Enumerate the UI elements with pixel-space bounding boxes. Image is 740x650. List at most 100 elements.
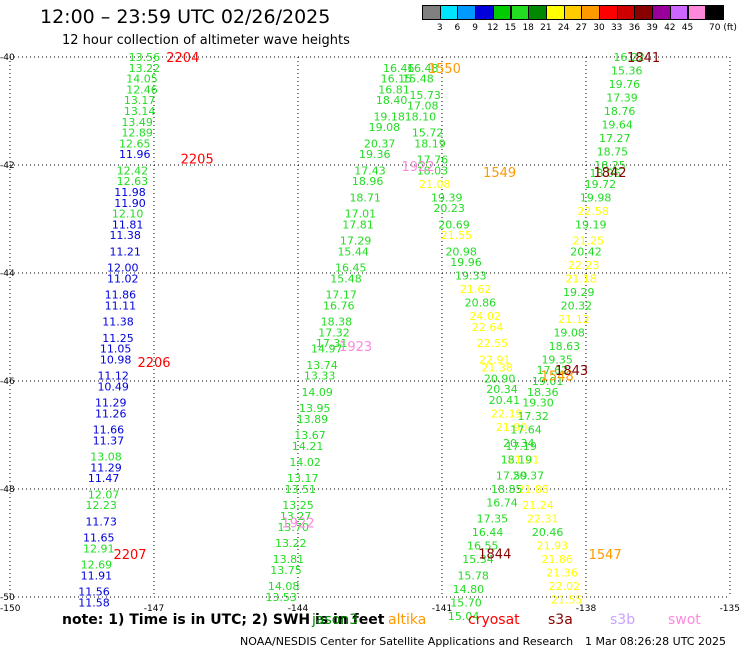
x-tick-label: -138 (576, 604, 597, 614)
wave-height-label: 13.51 (285, 483, 317, 496)
wave-height-label: 11.98 (114, 186, 146, 199)
wave-height-label: 20.37 (513, 470, 545, 483)
wave-height-label: 11.56 (78, 586, 110, 599)
wave-height-label: 11.26 (95, 407, 127, 420)
page-subtitle: 12 hour collection of altimeter wave hei… (62, 33, 350, 48)
wave-height-label: 11.90 (114, 197, 146, 210)
wave-height-label: 20.90 (484, 372, 516, 385)
legend-item-cryosat: cryosat (468, 612, 520, 628)
wave-height-label: 16.55 (467, 540, 499, 553)
time-label: 1843 (555, 364, 588, 379)
wave-height-label: 18.85 (491, 483, 523, 496)
wave-height-label: 12.91 (83, 542, 115, 555)
y-tick-label: -42 (0, 161, 15, 171)
page-title: 12:00 – 23:59 UTC 02/26/2025 (40, 6, 331, 28)
wave-height-label: 21.93 (537, 540, 569, 553)
wave-height-label: 17.32 (517, 410, 549, 423)
wave-height-label: 17.19 (505, 440, 537, 453)
wave-height-label: 19.39 (431, 191, 463, 204)
wave-height-label: 21.08 (419, 178, 451, 191)
scale-tick-label: 24 (557, 23, 570, 33)
wave-height-label: 17.35 (477, 513, 509, 526)
wave-height-label: 16.46 (383, 62, 415, 75)
wave-height-label: 11.47 (88, 472, 120, 485)
wave-height-label: 18.10 (405, 110, 437, 123)
scale-tick-label: 42 (664, 23, 676, 33)
wave-height-label: 19.29 (563, 286, 595, 299)
wave-height-label: 18.03 (417, 164, 449, 177)
wave-height-label: 11.73 (85, 515, 117, 528)
time-label: 1922 (281, 516, 314, 531)
wave-height-label: 16.15 (381, 73, 413, 86)
legend-item-s3a: s3a (548, 612, 573, 628)
wave-height-label: 19.76 (609, 78, 641, 91)
wave-height-label: 16.22 (613, 51, 645, 64)
wave-height-label: 11.58 (78, 596, 110, 609)
wave-height-label: 20.46 (532, 526, 564, 539)
wave-height-label: 15.48 (330, 272, 362, 285)
wave-height-label: 10.98 (100, 353, 132, 366)
time-label: 2205 (181, 153, 214, 168)
wave-height-label: 17.39 (606, 92, 638, 105)
wave-height-label: 21.86 (541, 553, 573, 566)
wave-height-label: 11.25 (102, 332, 134, 345)
wave-height-label: 24.02 (469, 310, 501, 323)
wave-height-label: 21.90 (496, 421, 528, 434)
wave-height-label: 17.81 (342, 218, 374, 231)
wave-height-label: 13.27 (280, 510, 312, 523)
wave-height-label: 21.18 (565, 272, 597, 285)
wave-height-label: 19.64 (601, 119, 633, 132)
wave-height-label: 15.04 (448, 610, 480, 623)
wave-height-label: 12.63 (117, 175, 149, 188)
wave-height-label: 13.17 (287, 472, 319, 485)
scale-tick-label: 45 (681, 23, 694, 33)
wave-height-label: 15.78 (457, 569, 489, 582)
wave-height-label: 13.25 (282, 499, 314, 512)
wave-height-label: 19.30 (522, 397, 554, 410)
wave-height-label: 20.37 (364, 137, 396, 150)
time-label: 1550 (428, 62, 461, 77)
wave-height-label: 18.76 (604, 105, 636, 118)
scale-tick-label: 27 (575, 23, 588, 33)
wave-height-label: 16.44 (472, 526, 504, 539)
wave-height-label: 14.05 (126, 73, 158, 86)
wave-height-label: 20.23 (433, 202, 465, 215)
wave-height-label: 21.55 (551, 594, 583, 607)
y-tick-label: -44 (0, 269, 15, 279)
wave-height-label: 14.02 (289, 456, 321, 469)
notes-text: note: 1) Time is in UTC; 2) SWH is in fe… (62, 612, 385, 628)
scale-tick-label: 18 (522, 23, 534, 33)
wave-height-label: 18.36 (527, 386, 559, 399)
wave-height-label: 11.96 (119, 148, 151, 161)
wave-height-label: 19.72 (585, 178, 617, 191)
wave-height-label: 15.36 (611, 65, 643, 78)
wave-height-label: 17.01 (345, 208, 377, 221)
wave-height-label: 11.02 (107, 272, 139, 285)
wave-height-label: 13.67 (294, 429, 326, 442)
wave-height-label: 14.09 (301, 386, 333, 399)
wave-height-label: 11.37 (93, 434, 125, 447)
wave-height-label: 17.32 (318, 326, 350, 339)
wave-height-label: 11.29 (90, 461, 122, 474)
time-label: 1547 (589, 548, 622, 563)
scale-tick-label: 12 (487, 23, 499, 33)
wave-height-label: 13.89 (297, 413, 329, 426)
wave-height-label: 13.22 (129, 62, 161, 75)
wave-height-label: 21.25 (573, 235, 605, 248)
wave-height-label: 12.07 (88, 488, 120, 501)
wave-height-label: 21.38 (481, 362, 513, 375)
wave-height-label: 14.97 (311, 343, 343, 356)
wave-height-label: 18.63 (549, 340, 581, 353)
wave-height-label: 13.49 (121, 116, 153, 129)
wave-height-label: 16.48 (407, 62, 439, 75)
wave-height-label: 16.45 (335, 262, 367, 275)
legend-item-swot: swot (668, 612, 701, 628)
wave-height-label: 12.69 (81, 559, 113, 572)
wave-height-label: 22.31 (527, 513, 559, 526)
wave-height-label: 11.81 (112, 218, 144, 231)
wave-height-label: 18.38 (321, 316, 353, 329)
wave-height-label: 21.01 (508, 453, 540, 466)
wave-height-label: 11.66 (93, 424, 125, 437)
wave-height-label: 18.40 (376, 94, 408, 107)
